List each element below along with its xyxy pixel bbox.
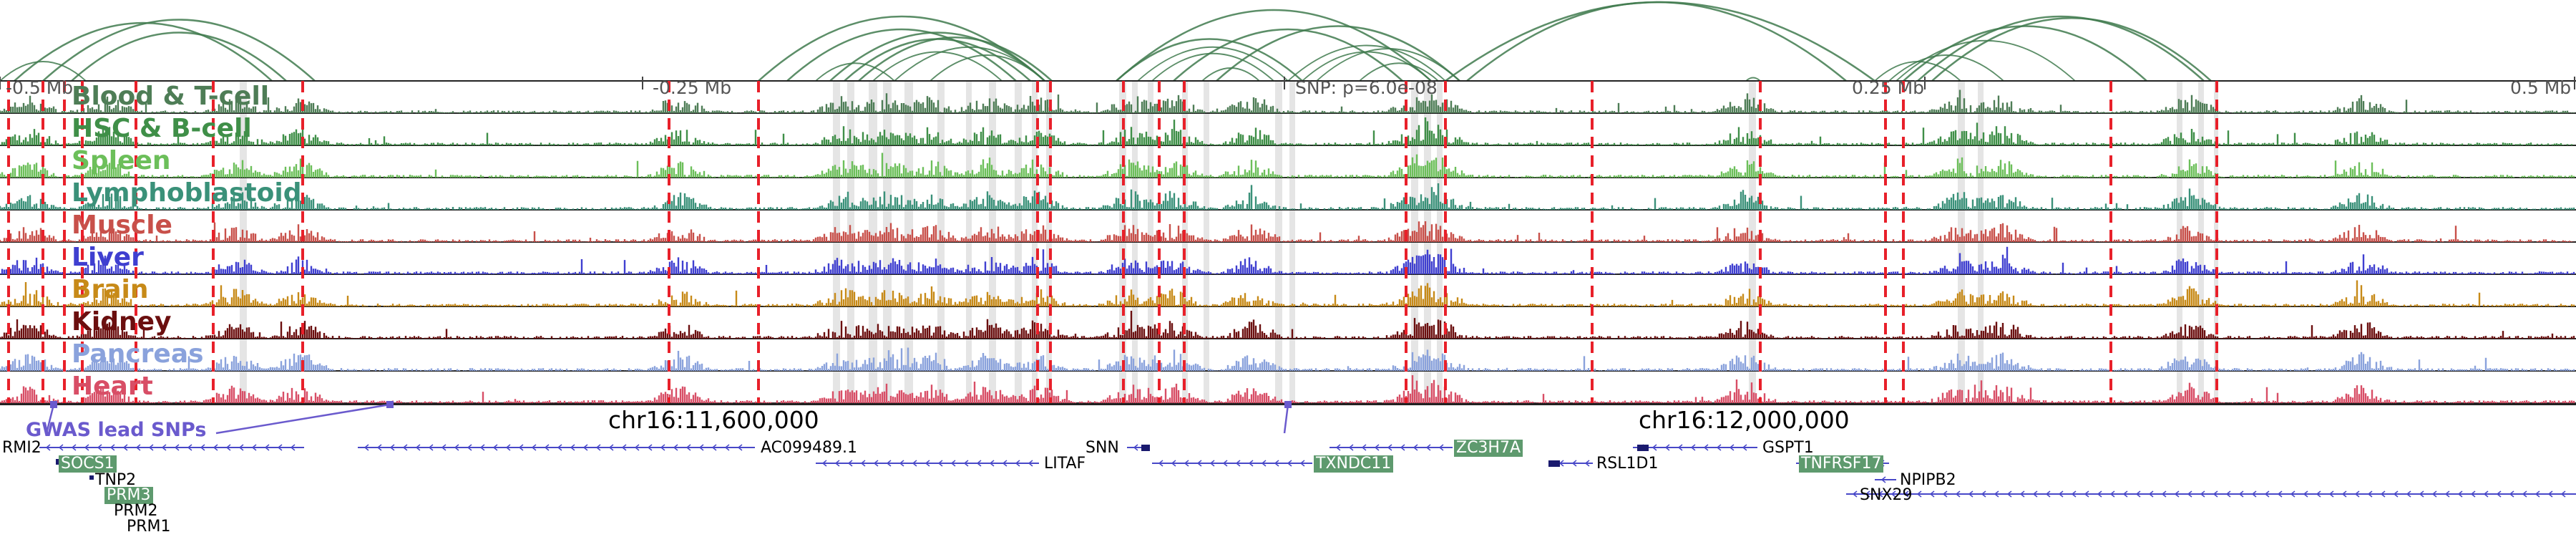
gene-label-txndc11[interactable]: TXNDC11 [1314,455,1394,473]
strand-arrows [821,460,1033,467]
track-label-blood-t-cell: Blood & T-cell [72,82,270,111]
gwas-lead-snp [50,401,57,408]
gene-label-prm2[interactable]: PRM2 [114,502,158,520]
signal-8 [0,311,2575,339]
signal-tracks [0,80,2576,405]
gwas-connector [215,403,391,435]
loop-arc [1216,25,1460,82]
exon-block [1548,460,1560,467]
gene-label-tnp2[interactable]: TNP2 [95,471,137,489]
axis-label-plus-half-mb: 0.5 Mb [2510,77,2572,98]
track-label-kidney: Kidney [72,307,172,337]
loop-arc [786,28,1017,82]
loop-arc [815,62,895,82]
track-label-muscle: Muscle [72,211,172,240]
loop-arc [1359,62,1439,82]
track-label-spleen: Spleen [72,146,171,175]
track-label-lymphoblastoid: Lymphoblastoid [72,178,302,208]
loop-arc [872,51,1002,82]
track-label-heart: Heart [72,372,153,401]
loop-arc [14,21,273,82]
loop-arc [1888,54,2004,82]
signal-10 [0,375,2575,403]
gene-label-snx29[interactable]: SNX29 [1860,486,1913,504]
gene-label-litaf[interactable]: LITAF [1044,455,1086,473]
gene-label-ac099489-1[interactable]: AC099489.1 [761,439,857,457]
loop-arc [1917,15,2205,82]
axis-label-plus-quarter-mb: 0.25 Mb [1852,77,1925,98]
gene-label-gspt1[interactable]: GSPT1 [1762,439,1814,457]
gwas-connector [1283,404,1289,434]
loop-arc [829,32,1045,82]
loop-arc [858,37,1053,82]
loop-arc [1116,9,1432,82]
signal-2 [0,117,2575,145]
gene-label-tnfrsf17[interactable]: TNFRSF17 [1799,455,1884,473]
signal-5 [0,221,2575,242]
signal-6 [0,246,2575,274]
loop-arc [1151,53,1274,82]
gene-label-snn[interactable]: SNN [1085,439,1119,457]
strand-arrows [1852,490,2566,498]
loop-arc [1137,47,1289,82]
loop-arc [1896,39,2076,82]
loop-arc [1931,17,2212,82]
gene-label-npipb2[interactable]: NPIPB2 [1900,471,1956,489]
gene-label-prm3[interactable]: PRM3 [104,487,153,504]
snp-markers [7,81,2218,403]
exon-block [1637,445,1649,451]
loop-arc [1745,77,1761,82]
loop-arc [1466,1,1847,82]
loop-arc [0,61,87,82]
exon-block [1141,445,1150,451]
strand-arrows [45,444,296,451]
track-label-pancreas: Pancreas [72,339,204,369]
axis-label-snp: SNP: p=6.0e-08 [1295,77,1438,98]
loop-arc [1287,44,1446,82]
gwas-track-label: GWAS lead SNPs [26,419,207,441]
position-label-12000000: chr16:12,000,000 [1639,406,1850,434]
gene-label-prm1[interactable]: PRM1 [127,518,171,536]
loop-arc [42,19,316,82]
track-label-liver: Liver [72,243,144,272]
gwas-lead-snp [386,401,394,408]
gwas-connector [45,404,55,434]
strand-arrows [1158,460,1305,467]
signal-1 [0,90,2575,113]
position-label-11600000: chr16:11,600,000 [608,406,819,434]
axis-label-minus-half-mb: -0.5 Mb [6,77,74,98]
gwas-lead-snp [1284,401,1292,408]
axis-label-minus-quarter-mb: -0.25 Mb [653,77,732,98]
loop-arc [1201,67,1260,82]
signal-9 [0,347,2575,371]
gene-label-rmi2[interactable]: RMI2 [2,439,42,457]
signal-3 [0,153,2575,178]
loop-arc [930,54,1045,82]
loop-arc [1316,48,1460,82]
gene-label-rsl1d1[interactable]: RSL1D1 [1596,455,1659,473]
strand-arrows [364,444,743,451]
signal-4 [0,183,2575,210]
track-label-hsc-b-cell: HSC & B-cell [72,114,252,143]
strand-arrows [1335,444,1444,451]
loop-arc [758,15,1045,82]
gene-track [39,444,2576,498]
loop-arc [71,32,287,82]
loop-arc [1903,25,2147,82]
track-label-brain: Brain [72,275,149,304]
strand-arrows [1133,444,1138,451]
position-ruler [0,77,2575,435]
signal-7 [0,280,2575,306]
loop-arc [1874,61,1961,82]
loop-arc [1445,1,1875,82]
gene-label-zc3h7a[interactable]: ZC3H7A [1454,440,1523,457]
exon-block [89,475,94,480]
chromatin-loops [0,1,2212,82]
gene-label-socs1[interactable]: SOCS1 [59,455,117,473]
loop-arc [1116,38,1303,82]
strand-arrows [1880,476,1886,483]
loop-arc [1173,28,1403,82]
